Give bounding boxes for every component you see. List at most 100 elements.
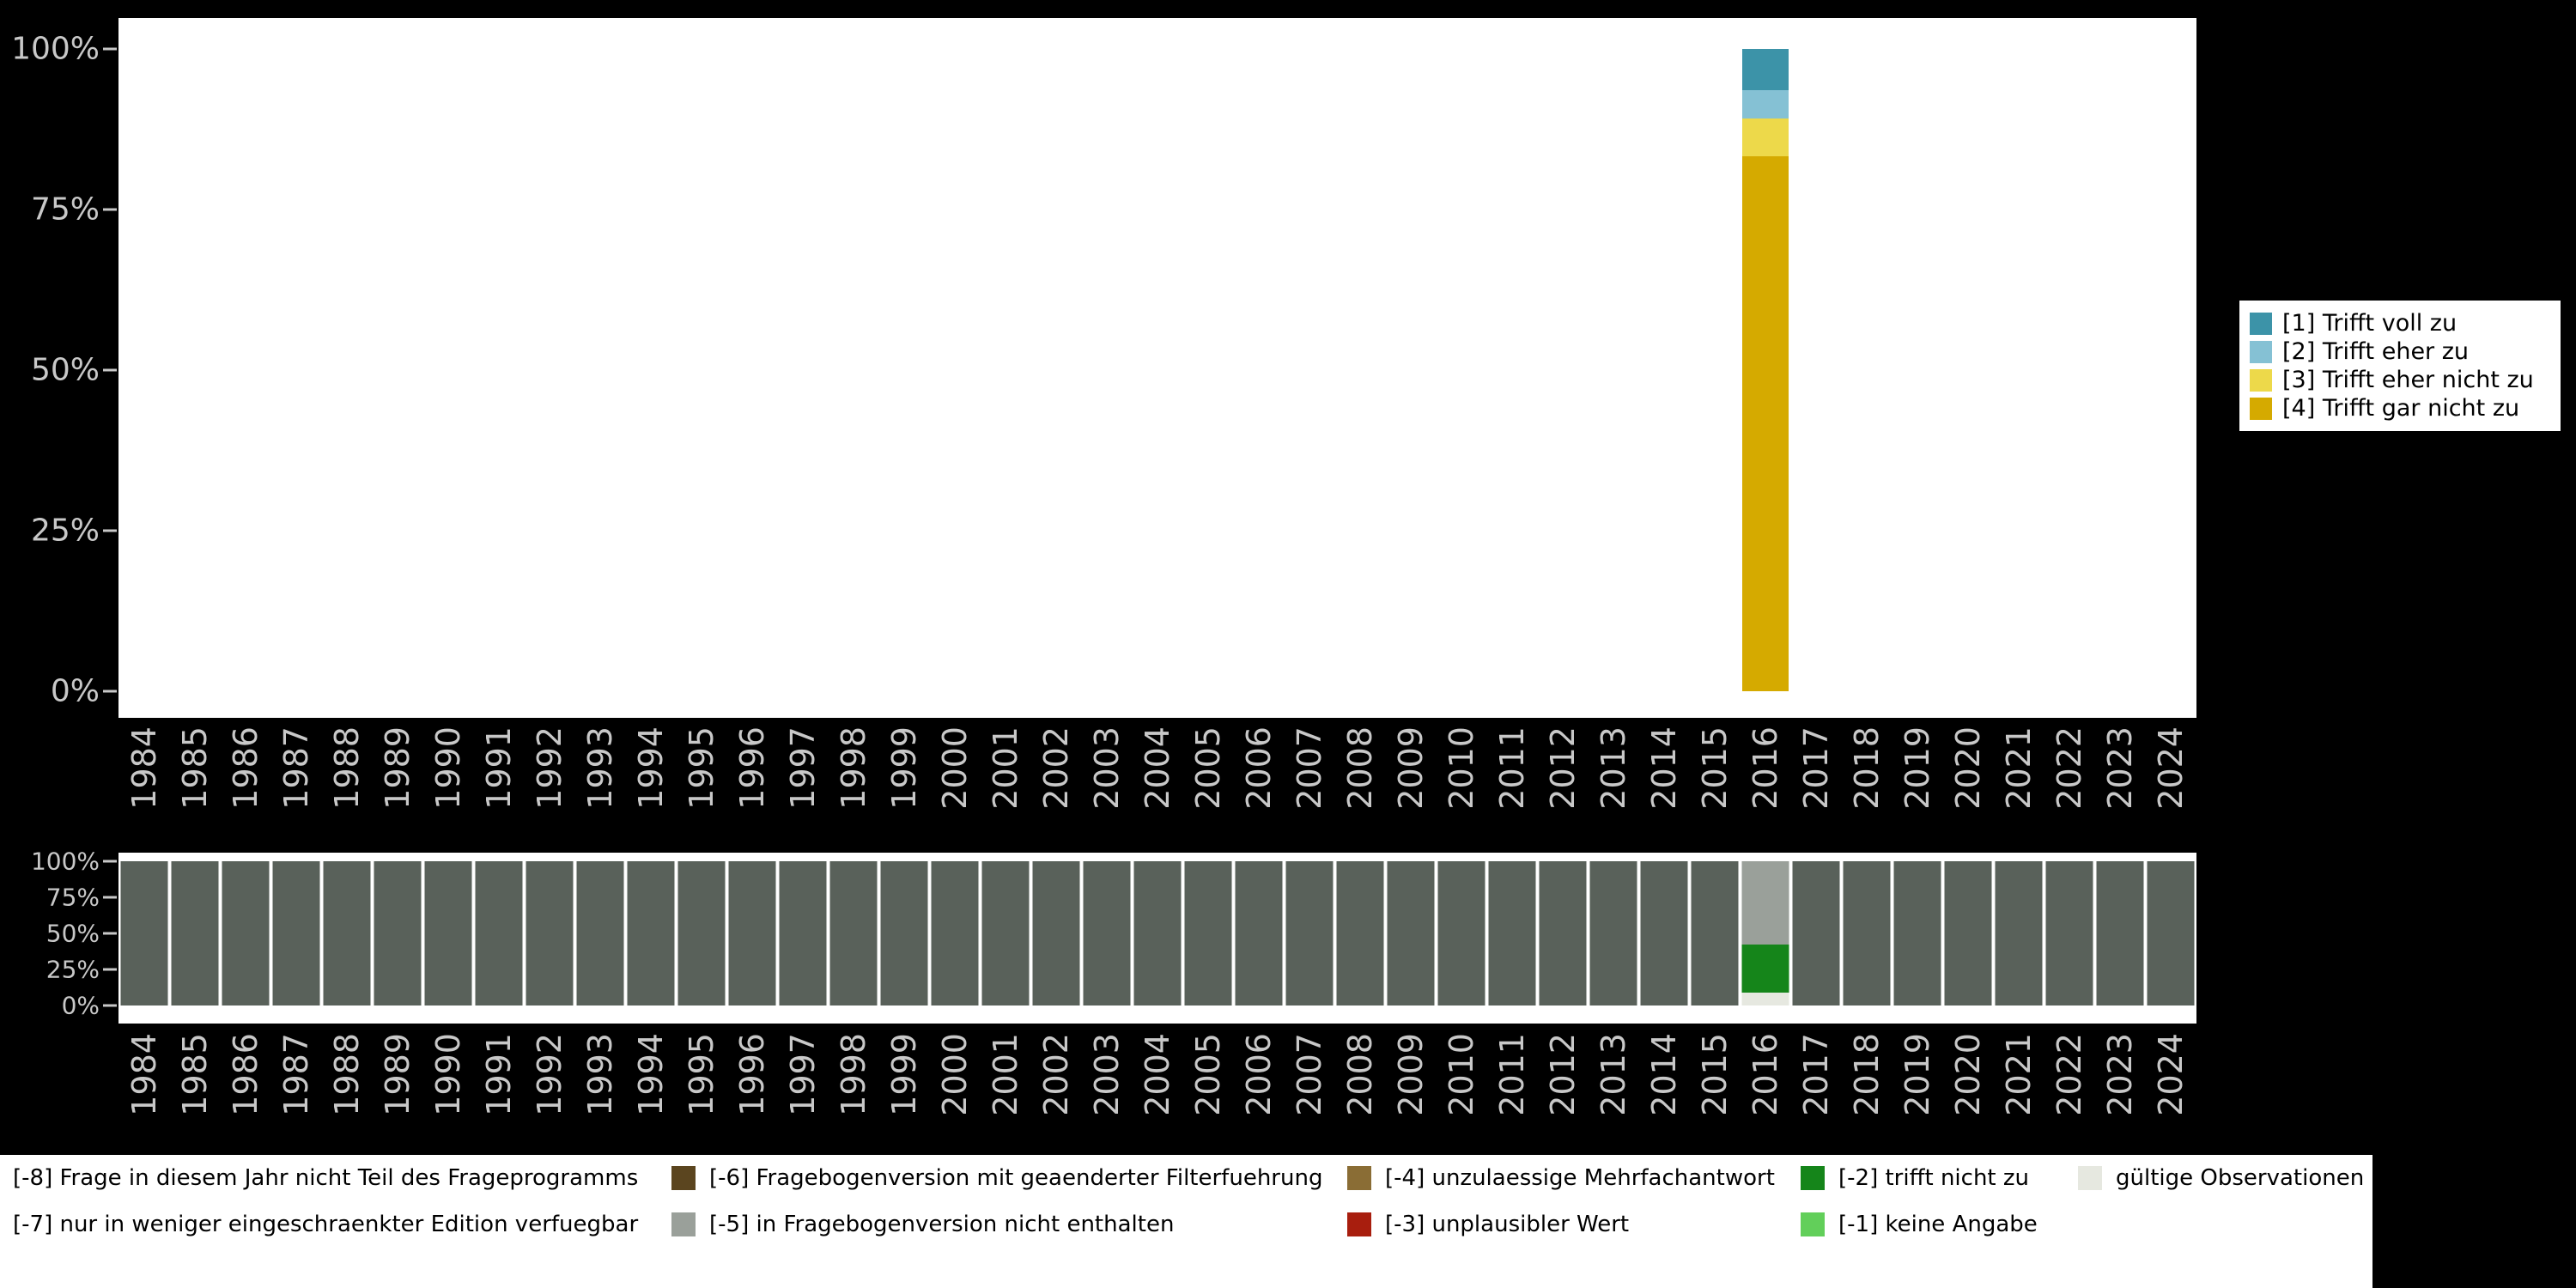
- missing-legend-label: [-6] Fragebogenversion mit geaenderter F…: [709, 1165, 1323, 1191]
- percentage-plot-area: [118, 49, 2196, 691]
- bar-segment: [424, 861, 472, 1005]
- x-axis-year-label: 2000: [935, 1033, 974, 1116]
- stacked-bar-1987: [272, 861, 320, 1005]
- x-axis-bottom-years: 1984 1985 1986 1987 1988 1989 1990 1991 1992 1993…: [118, 1033, 2196, 1162]
- bar-segment: [981, 861, 1030, 1005]
- x-axis-year-label: 2013: [1595, 726, 1633, 810]
- bar-segment: [1032, 861, 1080, 1005]
- bar-segment: [2147, 861, 2195, 1005]
- stacked-bar-2004: [1133, 861, 1182, 1005]
- y-axis-tick-label: 25%: [46, 955, 100, 984]
- bar-segment: [1893, 861, 1941, 1005]
- x-axis-year-label: 1993: [580, 1033, 619, 1116]
- y-axis-tick-mark: [103, 896, 117, 899]
- missing-legend-column: gültige Observationen: [2078, 1155, 2364, 1201]
- percentage-plot-panel: [118, 18, 2196, 718]
- y-axis-tick-label: 75%: [30, 191, 100, 228]
- missing-values-plot-panel: [118, 853, 2196, 1024]
- x-axis-year-label: 2019: [1899, 1033, 1937, 1116]
- stacked-bar-1990: [424, 861, 472, 1005]
- bar-segment: [1741, 992, 1789, 1005]
- x-axis-year-label: 1993: [580, 726, 619, 810]
- x-axis-year-label: 1997: [783, 726, 822, 810]
- legend-swatch-icon: [1801, 1166, 1825, 1190]
- stacked-bar-1996: [728, 861, 776, 1005]
- x-axis-year-label: 2005: [1189, 726, 1228, 810]
- y-axis-tick-mark: [103, 529, 117, 532]
- x-axis-year-label: 2013: [1595, 1033, 1633, 1116]
- bar-segment: [1539, 861, 1587, 1005]
- bar-segment: [1640, 861, 1688, 1005]
- stacked-bar-1999: [880, 861, 928, 1005]
- y-axis-tick-label: 25%: [30, 513, 100, 549]
- y-axis-tick-label: 50%: [46, 919, 100, 948]
- x-axis-year-label: 1991: [479, 726, 518, 810]
- x-axis-year-label: 1994: [631, 726, 670, 810]
- legend-swatch-icon: [1801, 1212, 1825, 1236]
- x-axis-year-label: 2015: [1696, 1033, 1735, 1116]
- x-axis-year-label: 1996: [732, 726, 771, 810]
- bar-segment: [1235, 861, 1283, 1005]
- legend-swatch-icon: [1347, 1212, 1371, 1236]
- x-axis-year-label: 2014: [1645, 1033, 1684, 1116]
- x-axis-year-label: 2022: [2050, 1033, 2089, 1116]
- x-axis-year-label: 2010: [1443, 726, 1481, 810]
- missing-legend-item: [-4] unzulaessige Mehrfachantwort: [1347, 1155, 1775, 1201]
- x-axis-year-label: 1996: [732, 1033, 771, 1116]
- stacked-bar-1997: [779, 861, 827, 1005]
- legend-item: [4] Trifft gar nicht zu: [2250, 395, 2550, 422]
- bar-segment: [1792, 861, 1840, 1005]
- x-axis-year-label: 2004: [1139, 1033, 1176, 1116]
- missing-legend-column: [-4] unzulaessige Mehrfachantwort [-3] un…: [1347, 1155, 1775, 1248]
- x-axis-year-label: 2023: [2101, 726, 2140, 810]
- stacked-bar-2011: [1488, 861, 1536, 1005]
- stacked-bar-2001: [981, 861, 1030, 1005]
- x-axis-year-label: 2022: [2050, 726, 2089, 810]
- x-axis-year-label: 2006: [1240, 726, 1279, 810]
- missing-legend-item: [-8] Frage in diesem Jahr nicht Teil des…: [13, 1155, 638, 1201]
- bar-segment: [1083, 861, 1131, 1005]
- bar-segment: [779, 861, 827, 1005]
- y-axis-tick-label: 50%: [30, 352, 100, 388]
- x-axis-year-label: 2014: [1645, 726, 1684, 810]
- stacked-bar-2002: [1032, 861, 1080, 1005]
- missing-legend-label: gültige Observationen: [2116, 1165, 2365, 1191]
- y-axis-tick-label: 0%: [50, 673, 100, 709]
- bar-segment: [627, 861, 675, 1005]
- stacked-bar-1984: [120, 861, 167, 1005]
- bar-segment: [1741, 945, 1789, 993]
- x-axis-year-label: 1988: [327, 1033, 366, 1116]
- x-axis-year-label: 1994: [631, 1033, 670, 1116]
- x-axis-year-label: 2015: [1696, 726, 1735, 810]
- y-axis-tick-mark: [103, 690, 117, 693]
- missing-legend-item: [-3] unplausibler Wert: [1347, 1201, 1775, 1248]
- x-axis-year-label: 2001: [986, 726, 1024, 810]
- missing-legend-label: [-7] nur in weniger eingeschraenkter Edi…: [13, 1212, 639, 1237]
- y-axis-tick-mark: [103, 47, 117, 51]
- legend-swatch-icon: [1347, 1166, 1371, 1190]
- x-axis-year-label: 2007: [1291, 1033, 1329, 1116]
- bar-segment: [2096, 861, 2144, 1005]
- x-axis-year-label: 1986: [226, 1033, 264, 1116]
- bar-segment: [1285, 861, 1334, 1005]
- x-axis-year-label: 1990: [428, 726, 467, 810]
- x-axis-year-label: 2008: [1341, 726, 1380, 810]
- x-axis-year-label: 1989: [378, 726, 416, 810]
- stacked-bar-2005: [1184, 861, 1232, 1005]
- missing-values-plot-area: [118, 861, 2196, 1005]
- stacked-bar-2007: [1285, 861, 1334, 1005]
- legend-label: [1] Trifft voll zu: [2282, 310, 2458, 337]
- missing-legend-item: [-1] keine Angabe: [1801, 1201, 2038, 1248]
- bar-segment: [120, 861, 167, 1005]
- x-axis-year-label: 1997: [783, 1033, 822, 1116]
- x-axis-year-label: 1985: [175, 726, 214, 810]
- missing-legend-column: [-8] Frage in diesem Jahr nicht Teil des…: [13, 1155, 638, 1248]
- stacked-bar-2023: [2096, 861, 2144, 1005]
- x-axis-year-label: 2010: [1443, 1033, 1481, 1116]
- legend-swatch-icon: [2078, 1166, 2102, 1190]
- missing-legend-item: [-7] nur in weniger eingeschraenkter Edi…: [13, 1201, 638, 1248]
- x-axis-year-label: 1988: [327, 726, 366, 810]
- x-axis-year-label: 2007: [1291, 726, 1329, 810]
- legend-swatch-icon: [2250, 368, 2272, 392]
- x-axis-year-label: 2006: [1240, 1033, 1279, 1116]
